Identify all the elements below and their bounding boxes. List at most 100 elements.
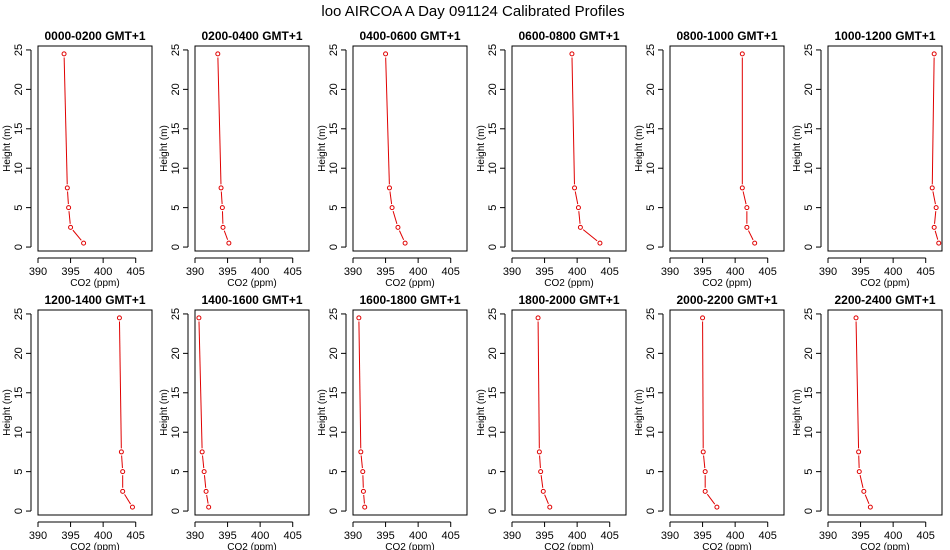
plot-frame xyxy=(352,45,468,252)
profile-segment xyxy=(539,455,541,469)
profile-segment xyxy=(121,455,123,469)
x-axis-label: CO2 (ppm) xyxy=(860,542,909,550)
x-tick-label: 405 xyxy=(759,530,777,542)
panel-title: 1800-2000 GMT+1 xyxy=(518,293,619,307)
data-point xyxy=(81,240,87,246)
y-tick-label: 5 xyxy=(13,205,25,211)
data-point xyxy=(360,488,366,494)
x-tick-label: 390 xyxy=(503,266,521,278)
y-axis-label: Height (m) xyxy=(634,125,645,172)
y-tick-label: 10 xyxy=(487,162,499,174)
y-tick-label: 0 xyxy=(13,244,25,250)
plot-frame xyxy=(194,309,310,516)
profile-segment xyxy=(358,321,362,449)
data-point xyxy=(538,469,544,475)
panel-title: 0600-0800 GMT+1 xyxy=(518,29,619,43)
x-tick-label: 390 xyxy=(661,266,679,278)
y-tick-label: 15 xyxy=(487,123,499,135)
x-axis-label: CO2 (ppm) xyxy=(860,278,909,289)
profile-segment xyxy=(124,494,131,505)
x-tick-label: 390 xyxy=(29,530,47,542)
y-tick-label: 20 xyxy=(13,347,25,359)
data-point xyxy=(356,315,362,321)
y-tick-label: 15 xyxy=(13,123,25,135)
data-point xyxy=(61,51,67,57)
x-tick-label: 390 xyxy=(186,530,204,542)
x-axis-label: CO2 (ppm) xyxy=(544,278,593,289)
y-tick-label: 0 xyxy=(645,244,657,250)
x-tick-label: 405 xyxy=(601,530,619,542)
y-tick-label: 15 xyxy=(803,387,815,399)
x-axis-label: CO2 (ppm) xyxy=(70,542,119,550)
y-tick-label: 0 xyxy=(328,244,340,250)
profile-segment xyxy=(748,230,754,241)
x-tick-label: 400 xyxy=(568,530,586,542)
profile-segment xyxy=(198,321,203,449)
y-tick-label: 5 xyxy=(645,469,657,475)
y-tick-label: 5 xyxy=(328,205,340,211)
y-tick-label: 10 xyxy=(487,426,499,438)
x-tick-label: 395 xyxy=(851,266,869,278)
data-point xyxy=(120,488,126,494)
y-tick-label: 0 xyxy=(328,508,340,514)
y-axis-label: Height (m) xyxy=(2,389,13,436)
profile-panel-1: 0000-0200 GMT+1 390 395 400 405 CO2 (ppm) 0 5 10… xyxy=(2,29,153,289)
data-point xyxy=(572,185,578,191)
x-tick-label: 400 xyxy=(94,266,112,278)
profile-segment xyxy=(392,210,398,225)
y-tick-label: 15 xyxy=(328,123,340,135)
profile-segment xyxy=(67,191,69,205)
plot-frame xyxy=(827,309,943,516)
panel-title: 1600-1800 GMT+1 xyxy=(359,293,460,307)
data-point xyxy=(535,315,541,321)
profile-segment xyxy=(706,493,716,505)
profile-segment xyxy=(220,191,223,205)
x-tick-label: 405 xyxy=(442,266,460,278)
y-tick-label: 0 xyxy=(170,508,182,514)
x-tick-label: 390 xyxy=(344,530,362,542)
x-tick-label: 405 xyxy=(917,530,935,542)
profile-segment xyxy=(932,191,936,205)
y-tick-label: 0 xyxy=(170,244,182,250)
y-tick-label: 10 xyxy=(803,162,815,174)
profile-panel-2: 0200-0400 GMT+1 390 395 400 405 CO2 (ppm) 0 5 10… xyxy=(159,29,310,289)
profile-segment xyxy=(206,494,209,504)
profile-segment xyxy=(389,191,393,205)
data-point xyxy=(66,205,72,211)
data-point xyxy=(196,315,202,321)
data-point xyxy=(383,51,389,57)
y-tick-label: 5 xyxy=(328,469,340,475)
y-tick-label: 5 xyxy=(803,205,815,211)
profile-segment xyxy=(68,211,71,224)
profile-segment xyxy=(118,321,122,449)
profile-panel-8: 1400-1600 GMT+1 390 395 400 405 CO2 (ppm) 0 5 10… xyxy=(159,293,310,550)
data-point xyxy=(206,504,212,510)
profile-segment xyxy=(72,229,82,241)
x-axis-label: CO2 (ppm) xyxy=(385,278,434,289)
data-point xyxy=(752,240,758,246)
data-point xyxy=(386,185,392,191)
panel-title: 2200-2400 GMT+1 xyxy=(834,293,935,307)
y-tick-label: 10 xyxy=(13,426,25,438)
x-tick-label: 390 xyxy=(186,266,204,278)
profile-segment xyxy=(202,455,205,469)
x-tick-label: 405 xyxy=(284,266,302,278)
plot-frame xyxy=(669,45,785,252)
y-tick-label: 10 xyxy=(328,162,340,174)
data-point xyxy=(575,205,581,211)
y-axis-label: Height (m) xyxy=(159,389,170,436)
data-point xyxy=(853,315,859,321)
plot-frame xyxy=(37,45,153,252)
y-axis-label: Height (m) xyxy=(792,125,803,172)
y-axis-label: Height (m) xyxy=(317,389,328,436)
data-point xyxy=(220,224,226,230)
data-point xyxy=(867,504,873,510)
y-tick-label: 10 xyxy=(645,426,657,438)
y-tick-label: 20 xyxy=(645,83,657,95)
y-tick-label: 10 xyxy=(328,426,340,438)
x-tick-label: 405 xyxy=(284,530,302,542)
profile-segment xyxy=(864,494,870,504)
data-point xyxy=(362,504,368,510)
x-tick-label: 400 xyxy=(884,530,902,542)
